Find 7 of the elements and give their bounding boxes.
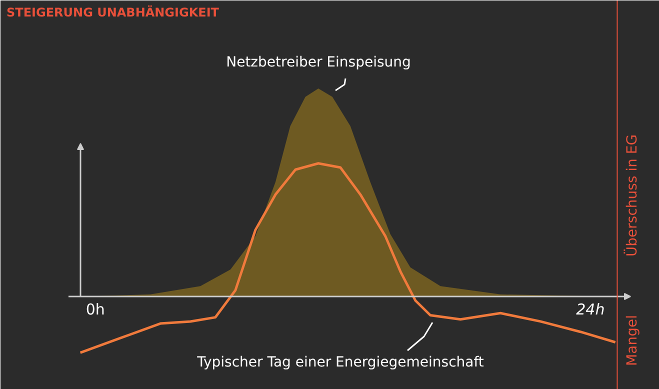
text: Typischer Tag einer Energiegemeinschaft (196, 354, 484, 370)
chart-title: STEIGERUNG UNABHÄNGIGKEIT (6, 4, 220, 20)
x-tick-label: 24h (576, 300, 605, 319)
annotation: Überschuss in EG (624, 134, 640, 257)
series-label: Netzbetreiber Einspeisung (226, 54, 411, 70)
annotation: Mangel (624, 315, 640, 366)
x-tick-label: 0h (86, 300, 105, 319)
